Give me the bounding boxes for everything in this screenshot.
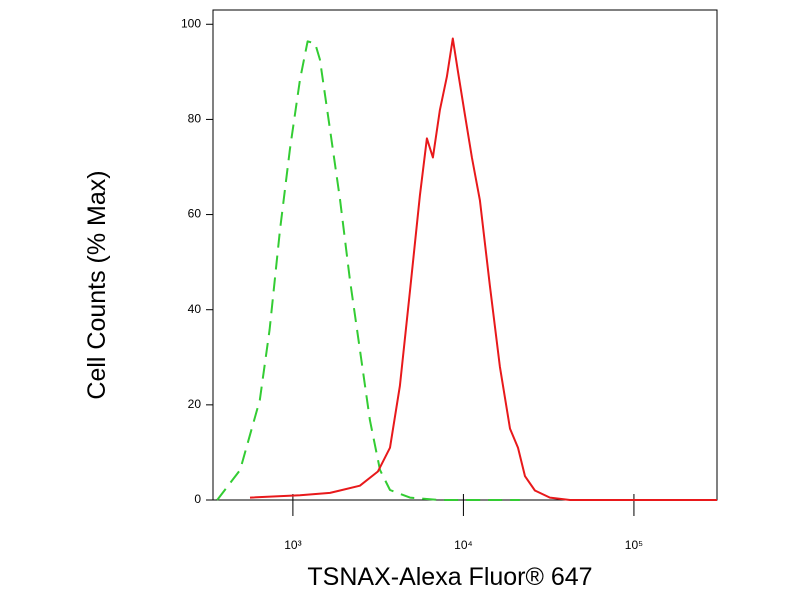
x-tick-label: 10⁴ <box>454 538 473 552</box>
series-line <box>249 37 717 501</box>
x-tick-label: 10³ <box>284 538 301 552</box>
y-tick-label: 20 <box>188 397 202 411</box>
y-tick-label: 100 <box>181 16 201 30</box>
x-axis-title: TSNAX-Alexa Fluor® 647 <box>307 563 592 591</box>
y-axis-title: Cell Counts (% Max) <box>83 170 111 399</box>
x-tick-label: 10⁵ <box>625 538 643 552</box>
y-tick-label: 60 <box>188 207 202 221</box>
series-line <box>216 40 520 501</box>
y-tick-label: 0 <box>194 492 201 506</box>
plot-frame <box>212 9 718 501</box>
y-tick-label: 40 <box>188 302 202 316</box>
y-tick-label: 80 <box>188 112 202 126</box>
